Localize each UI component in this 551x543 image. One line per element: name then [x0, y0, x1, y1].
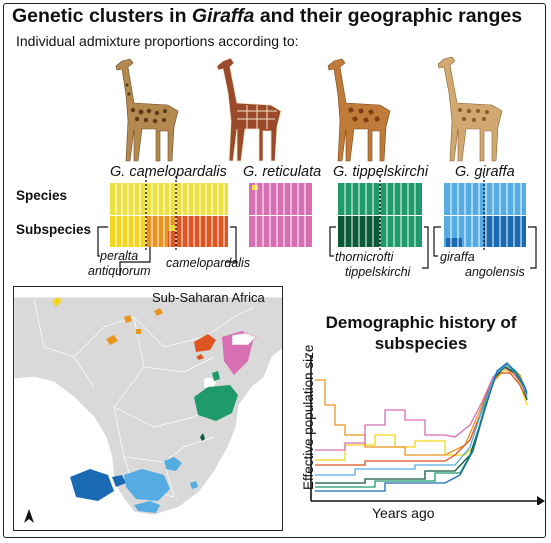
figure-subtitle: Individual admixture proportions accordi…: [16, 33, 299, 49]
label-leaders: [97, 226, 537, 276]
range-peralta: [52, 297, 62, 307]
africa-map: [14, 287, 282, 530]
range-angolensis: [70, 469, 126, 501]
range-reticulata: [222, 331, 257, 375]
subspecies-label-giraffa: giraffa: [440, 250, 475, 264]
row-label-subspecies: Subspecies: [16, 222, 92, 237]
line-giraffa: [315, 364, 528, 476]
range-tippelskirchi: [194, 371, 238, 421]
africa-landmass: [14, 296, 282, 516]
demography-xlabel: Years ago: [372, 505, 435, 521]
line-angolensis: [315, 362, 528, 492]
cluster-dividers: [145, 176, 485, 250]
row-label-species: Species: [16, 188, 68, 203]
subspecies-label-tippelskirchi: tippelskirchi: [345, 265, 411, 279]
subspecies-label-thornicrofti: thornicrofti: [335, 250, 394, 264]
subspecies-label-angolensis: angolensis: [465, 265, 525, 279]
x-axis-arrow-icon: [537, 496, 545, 505]
demography-title: Demographic history of subspecies: [325, 313, 517, 353]
giraffe-reticulata-image: [216, 57, 282, 162]
north-arrow-icon: [24, 509, 34, 523]
line-tippelskirchi: [315, 364, 528, 488]
species-name-tippelskirchi: G. tippelskirchi: [333, 164, 429, 180]
range-map: [13, 286, 283, 531]
species-bars: [110, 183, 526, 215]
figure-title: Genetic clusters in Giraffa and their ge…: [12, 5, 523, 27]
giraffe-tippelskirchi-image: [327, 58, 391, 162]
admixture-plot: [97, 176, 537, 276]
subspecies-bars: [110, 216, 526, 247]
individual-separators: [115, 183, 522, 247]
lake-victoria: [204, 377, 216, 389]
giraffe-camelopardalis-image: [115, 58, 179, 162]
map-region-label: Sub-Saharan Africa: [152, 290, 265, 305]
range-giraffa: [124, 457, 198, 513]
giraffe-giraffa-image: [437, 56, 503, 162]
line-camelopardalis: [315, 372, 528, 466]
species-name-giraffa: G. giraffa: [455, 164, 515, 180]
range-camelopardalis: [194, 334, 216, 360]
line-peralta: [315, 369, 528, 461]
subspecies-label-peralta: peralta: [100, 249, 139, 263]
subspecies-label-camelopardalis: camelopardalis: [166, 256, 251, 270]
subspecies-label-antiquorum: antiquorum: [88, 264, 151, 278]
species-name-camelopardalis: G. camelopardalis: [110, 164, 227, 180]
range-thornicrofti: [200, 433, 205, 441]
figure-frame: [3, 3, 546, 538]
species-name-reticulata: G. reticulata: [243, 164, 322, 180]
demography-plot: [310, 355, 545, 505]
range-antiquorum: [106, 308, 163, 345]
